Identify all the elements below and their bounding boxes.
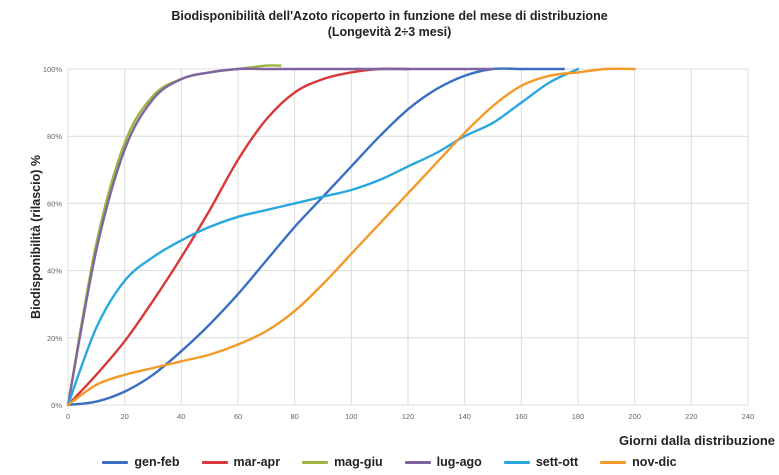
legend-label: gen-feb xyxy=(134,455,180,469)
tick-labels: 0 20 40 60 80 100 120 140 160 180 200 220 240 0% 20% 40… xyxy=(43,65,754,421)
legend-label: nov-dic xyxy=(632,455,677,469)
legend-swatch xyxy=(600,460,627,464)
series-line-nov-dic xyxy=(66,67,636,407)
legend: gen-feb mar-apr mag-giu lug-ago sett-ott nov-… xyxy=(0,455,779,469)
legend-swatch xyxy=(503,460,530,464)
x-tick-label: 100 xyxy=(345,412,358,421)
x-tick-label: 140 xyxy=(458,412,471,421)
x-tick-label: 20 xyxy=(120,412,128,421)
y-tick-label: 100% xyxy=(43,65,63,74)
legend-swatch xyxy=(102,460,129,464)
legend-label: sett-ott xyxy=(535,455,579,469)
x-tick-label: 60 xyxy=(234,412,242,421)
x-tick-label: 0 xyxy=(66,412,70,421)
legend-swatch xyxy=(302,460,329,464)
y-tick-label: 40% xyxy=(47,267,62,276)
x-tick-label: 220 xyxy=(685,412,698,421)
x-tick-label: 40 xyxy=(177,412,185,421)
x-tick-label: 120 xyxy=(402,412,415,421)
legend-swatch xyxy=(404,460,431,464)
legend-item-mar-apr: mar-apr xyxy=(201,455,281,469)
legend-item-mag-giu: mag-giu xyxy=(302,455,383,469)
legend-label: lug-ago xyxy=(436,455,482,469)
series-line-mar-apr xyxy=(66,67,410,407)
y-tick-label: 20% xyxy=(47,334,62,343)
legend-item-sett-ott: sett-ott xyxy=(503,455,579,469)
x-axis-label: Giorni dalla distribuzione xyxy=(618,433,775,448)
x-tick-label: 200 xyxy=(628,412,641,421)
series-line-lug-ago xyxy=(66,67,495,407)
x-tick-label: 80 xyxy=(290,412,298,421)
x-tick-label: 240 xyxy=(742,412,755,421)
series-line-gen-feb xyxy=(66,67,565,407)
chart-title: Biodisponibilità dell'Azoto ricoperto in… xyxy=(0,8,779,40)
series-line-sett-ott xyxy=(66,67,580,407)
legend-label: mag-giu xyxy=(334,455,383,469)
legend-item-gen-feb: gen-feb xyxy=(102,455,180,469)
y-tick-label: 80% xyxy=(47,132,62,141)
legend-label: mar-apr xyxy=(233,455,281,469)
x-tick-label: 180 xyxy=(572,412,585,421)
chart-title-line-2: (Longevità 2÷3 mesi) xyxy=(327,25,452,39)
chart-title-line-1: Biodisponibilità dell'Azoto ricoperto in… xyxy=(171,9,608,23)
y-tick-label: 60% xyxy=(47,199,62,208)
legend-item-nov-dic: nov-dic xyxy=(600,455,677,469)
x-tick-label: 160 xyxy=(515,412,528,421)
series-layer xyxy=(66,64,636,407)
legend-swatch xyxy=(201,460,228,464)
y-tick-label: 0% xyxy=(51,401,62,410)
legend-item-lug-ago: lug-ago xyxy=(404,455,482,469)
grid xyxy=(67,68,749,406)
